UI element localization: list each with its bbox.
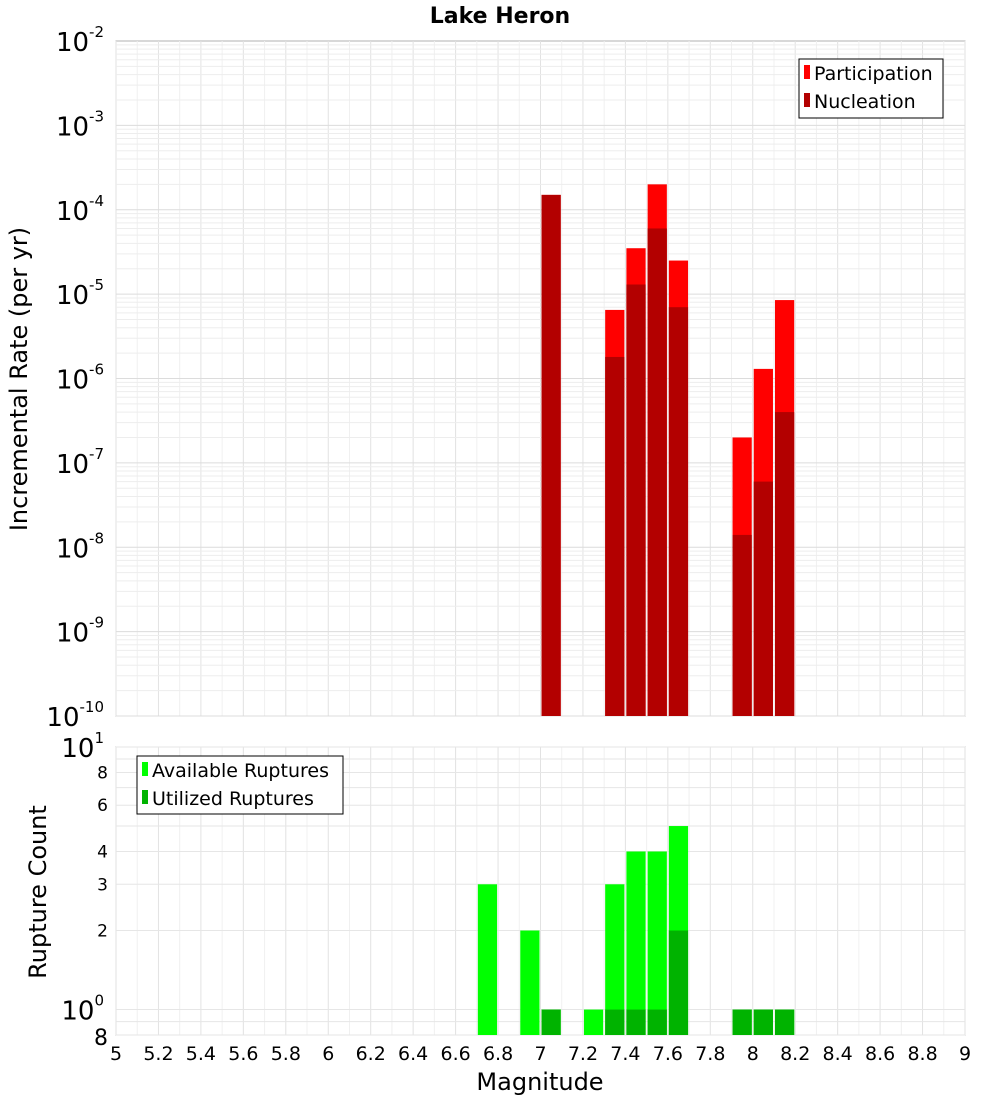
bottom-bars [477,826,795,1035]
y-tick-label: 10-4 [56,192,104,227]
x-tick-label: 8.2 [780,1043,810,1065]
y-tick-label: 6 [97,796,108,816]
x-tick-label: 6.4 [398,1043,428,1065]
x-tick-label: 6.2 [356,1043,386,1065]
legend-swatch [142,790,148,804]
bar-available-ruptures [477,884,498,1035]
bottom-y-axis-label: Rupture Count [24,805,52,979]
top-plot: 10-10 10-9 10-8 10-7 10-6 10-5 10-4 10-3 10-2 In… [5,23,966,733]
x-tick-label: 6.6 [440,1043,470,1065]
x-tick-label: 7.2 [568,1043,598,1065]
x-tick-label: 5 [110,1043,122,1065]
legend-label: Nucleation [814,91,916,113]
x-tick-label: 7 [534,1043,546,1065]
x-tick-label: 8.4 [823,1043,853,1065]
x-tick-label: 6 [322,1043,334,1065]
bar-utilized-ruptures [541,1009,561,1035]
y-tick-label: 10-3 [56,107,104,142]
x-ticks: 5 5.2 5.4 5.6 5.8 6 6.2 6.4 6.6 6.8 7 7.2 7.4 7.6 7.8 8… [110,1043,971,1065]
bar-nucleation [732,534,752,716]
bar-utilized-ruptures [605,1009,625,1035]
y-tick-label: 4 [97,842,108,862]
legend-box [798,58,944,119]
legend-swatch [804,93,810,107]
x-tick-label: 6.8 [483,1043,513,1065]
top-y-axis-label: Incremental Rate (per yr) [5,227,33,531]
top-grid [115,41,966,717]
x-tick-label: 7.8 [695,1043,725,1065]
bar-available-ruptures [626,851,646,1035]
bar-utilized-ruptures [647,1009,667,1035]
x-tick-label: 7.6 [653,1043,683,1065]
y-tick-label: 10-5 [56,276,104,311]
bar-utilized-ruptures [668,930,689,1035]
x-tick-label: 5.4 [186,1043,216,1065]
x-tick-label: 5.8 [271,1043,301,1065]
bar-available-ruptures [520,930,540,1035]
legend-box [136,755,344,815]
x-tick-label: 8 [747,1043,759,1065]
y-tick-label: 10-9 [56,614,104,649]
bar-nucleation [541,194,561,716]
top-legend: Participation Nucleation [798,58,944,119]
y-tick-label: 10-6 [56,361,104,396]
bar-nucleation [626,284,646,716]
y-tick-label: 2 [97,922,108,942]
x-tick-label: 9 [959,1043,971,1065]
x-tick-label: 7.4 [610,1043,640,1065]
top-y-ticks: 10-10 10-9 10-8 10-7 10-6 10-5 10-4 10-3 10-2 [46,23,104,733]
legend-label: Utilized Ruptures [152,788,314,810]
legend-label: Available Ruptures [152,760,329,782]
x-tick-label: 5.2 [143,1043,173,1065]
legend-swatch [142,762,148,776]
y-tick-label: 101 [61,729,104,764]
bar-nucleation [647,228,667,716]
x-tick-label: 8.6 [865,1043,895,1065]
bar-nucleation [668,307,689,716]
bar-nucleation [605,356,625,716]
bar-utilized-ruptures [774,1009,795,1035]
y-tick-label: 10-7 [56,445,104,480]
y-tick-label: 8 [97,763,108,783]
x-tick-label: 8.8 [907,1043,937,1065]
x-axis-label: Magnitude [476,1068,603,1096]
bar-utilized-ruptures [753,1009,773,1035]
legend-swatch [804,65,810,79]
y-tick-label: 10-2 [56,23,104,58]
y-tick-label: 3 [97,875,108,895]
y-tick-label: 8 [94,1026,108,1051]
bottom-grid [115,746,966,1036]
bar-utilized-ruptures [732,1009,752,1035]
chart-title: Lake Heron [430,4,570,29]
top-bars [541,184,795,717]
x-tick-label: 5.6 [228,1043,258,1065]
bar-available-ruptures [647,851,667,1035]
y-tick-label: 100 [61,992,104,1027]
bar-available-ruptures [605,884,625,1035]
bar-available-ruptures [583,1009,604,1035]
bar-nucleation [753,481,773,716]
legend-label: Participation [814,63,933,85]
y-tick-label: 10-8 [56,529,104,564]
bar-nucleation [774,412,795,716]
bar-utilized-ruptures [626,1009,646,1035]
y-tick-label: 10-10 [46,698,104,733]
bottom-legend: Available Ruptures Utilized Ruptures [136,755,344,815]
